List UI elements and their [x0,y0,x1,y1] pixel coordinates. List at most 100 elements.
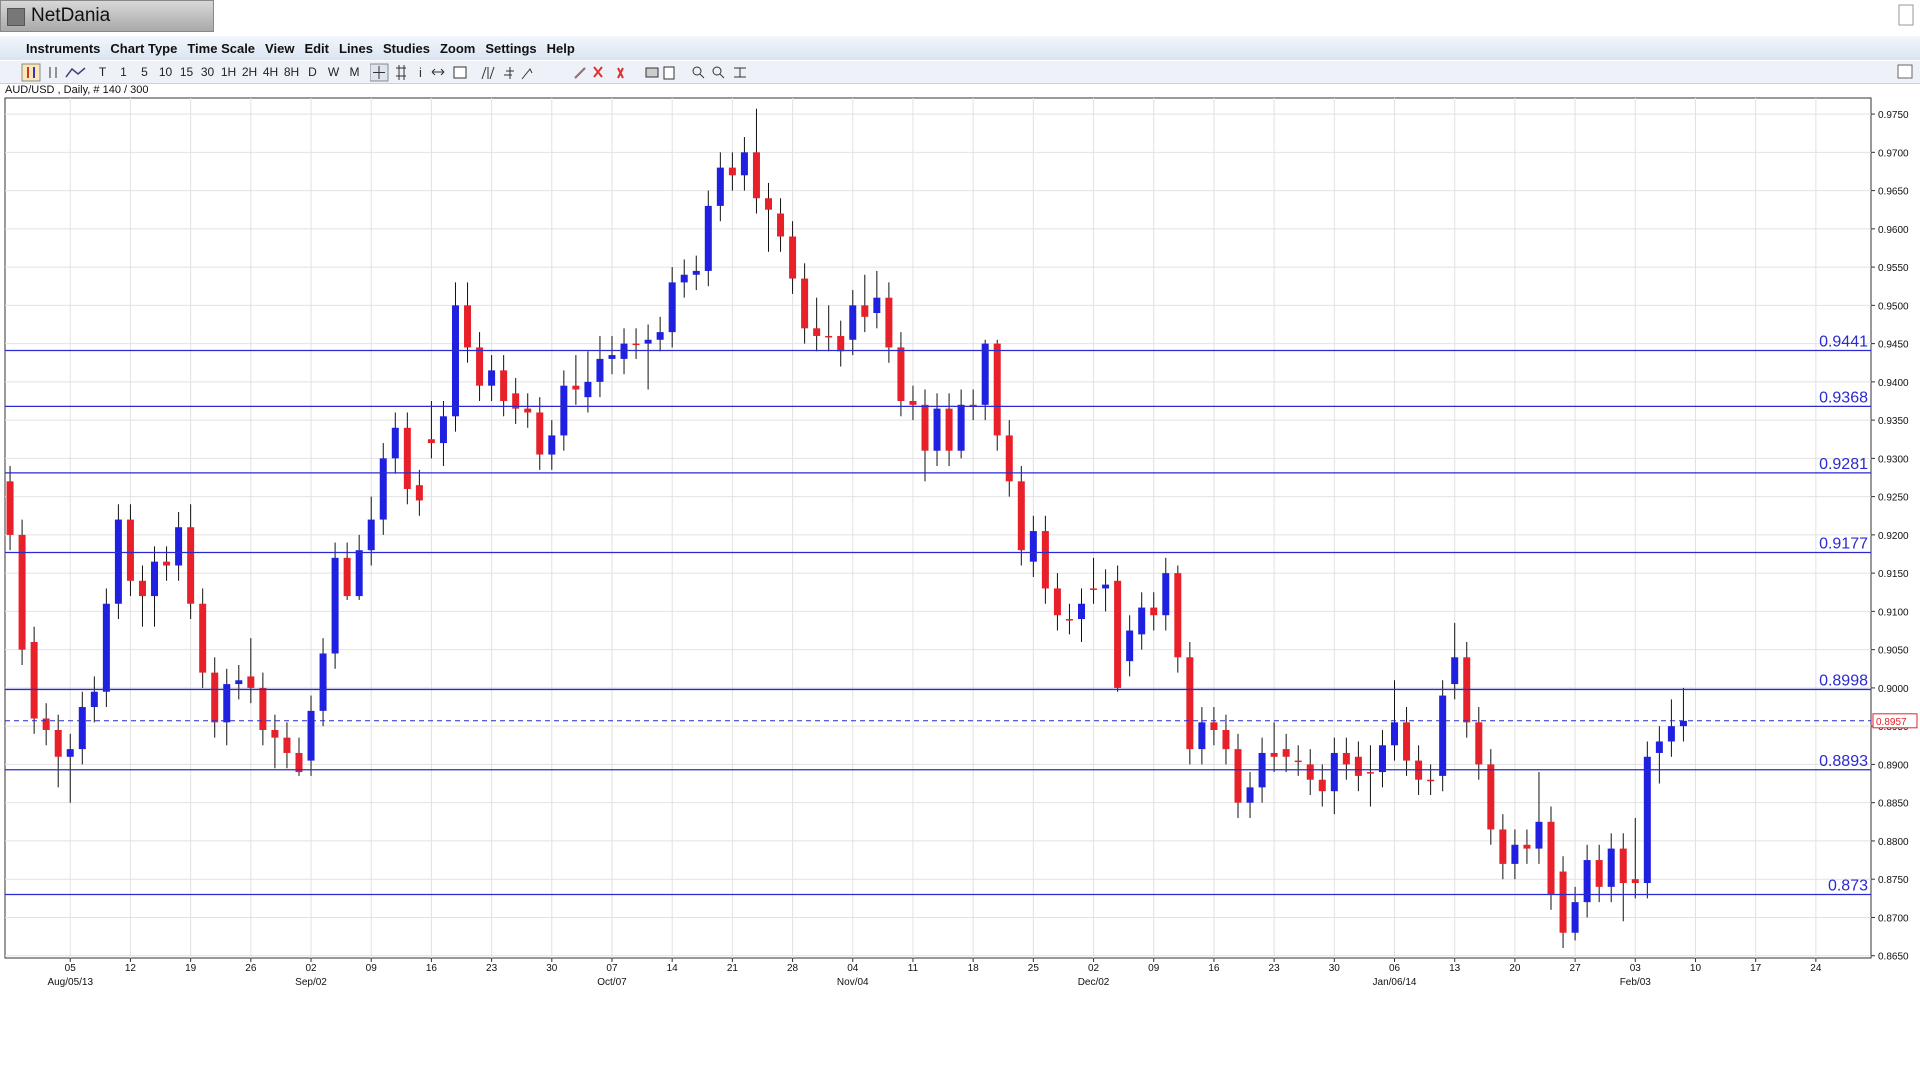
menu-bar: Instruments Chart Type Time Scale View Edit L… [0,36,1920,60]
candle-body [199,603,207,673]
candle-body [909,400,917,405]
interval-button[interactable]: 10 [158,65,173,79]
chart-subtitle: AUD/USD , Daily, # 140 / 300 [5,84,148,96]
interval-button[interactable]: W [327,65,340,79]
candle-body [752,152,760,199]
x-month-label: Dec/02 [1078,977,1110,988]
candle-body [427,439,435,444]
candle-body [1583,860,1591,903]
candle-body [596,358,604,382]
candle-body [740,152,748,176]
menu-item[interactable]: Zoom [439,40,476,56]
candle-body [367,519,375,551]
candle-body [1017,481,1025,551]
interval-button[interactable]: 5 [141,65,148,79]
candle-body [451,305,459,417]
candle-body [1547,821,1555,895]
menu-item[interactable]: Instruments [26,40,101,56]
x-tick-label: 24 [1810,963,1822,974]
candle-body [6,481,14,535]
y-tick-label: 0.9500 [1878,301,1909,312]
menu-item[interactable]: Chart Type [110,40,178,56]
toolbar-tools[interactable]: i [370,63,750,82]
y-tick-label: 0.9200 [1878,531,1909,542]
y-tick-label: 0.9400 [1878,378,1909,389]
menu-item[interactable]: Time Scale [187,40,256,56]
menu-item[interactable]: Help [546,40,575,56]
candle-body [1270,752,1278,757]
candle-body [560,385,568,436]
interval-button[interactable]: T [98,65,107,79]
candle-body [1162,573,1170,616]
candle-body [728,167,736,176]
candle-body [716,167,724,206]
candle-body [1535,821,1543,849]
candle-body [1619,848,1627,884]
candle-body [1102,584,1110,589]
toolbar-config[interactable] [1896,63,1916,82]
x-tick-label: 02 [1088,963,1100,974]
level-label: 0.8893 [1819,753,1868,770]
candle-body [1643,756,1651,884]
candle-body [1186,657,1194,750]
candle-body [307,710,315,761]
candle-body [656,332,664,340]
menu-item[interactable]: Settings [485,40,537,56]
interval-button[interactable]: 30 [200,65,215,79]
menu-item[interactable]: Lines [339,40,373,56]
interval-buttons: T 1 5 10 15 30 1H 2H 4H 8H D W M [92,65,365,79]
y-tick-label: 0.9600 [1878,225,1909,236]
candle-body [680,274,688,283]
candle-body [1378,745,1386,773]
candle-body [403,427,411,489]
candle-body [247,676,255,688]
interval-button[interactable]: 1H [220,65,237,79]
menu-item[interactable]: Studies [382,40,430,56]
interval-button[interactable]: 8H [283,65,300,79]
candle-body [114,519,122,604]
x-tick-label: 28 [787,963,799,974]
x-tick-label: 26 [245,963,257,974]
level-label: 0.9441 [1819,333,1868,350]
candle-body [1078,603,1086,620]
y-tick-label: 0.9250 [1878,493,1909,504]
interval-button[interactable]: 1 [120,65,127,79]
x-tick-label: 17 [1750,963,1762,974]
candle-body [813,328,821,336]
level-label: 0.873 [1828,877,1868,894]
candle-body [945,408,953,451]
interval-button[interactable]: M [349,65,360,79]
candle-body [512,393,520,409]
x-tick-label: 05 [65,963,77,974]
interval-button[interactable]: 15 [179,65,194,79]
x-tick-label: 09 [366,963,378,974]
level-label: 0.8998 [1819,672,1868,689]
candle-body [1318,779,1326,792]
candle-body [259,687,267,730]
candle-body [1065,619,1073,621]
candle-body [464,305,472,348]
candle-body [319,653,327,711]
interval-button[interactable]: D [308,65,317,79]
window-title: NetDania FinanceChart [0,0,214,56]
candle-body [644,339,652,344]
menu-item[interactable]: Edit [304,40,329,56]
candle-body [1427,779,1435,782]
candle-body [1246,787,1254,803]
candle-body [933,408,941,451]
toolbar-icons[interactable] [20,63,90,82]
candle-body [1595,860,1603,887]
candle-body [1487,764,1495,830]
window-control[interactable] [1898,4,1916,26]
candle-body [885,297,893,348]
y-tick-label: 0.8650 [1878,952,1909,963]
interval-button[interactable]: 2H [241,65,258,79]
interval-button[interactable]: 4H [262,65,279,79]
candle-body [608,355,616,359]
y-tick-label: 0.9300 [1878,454,1909,465]
candle-body [1053,588,1061,616]
menu-item[interactable]: View [265,40,295,56]
candle-body [223,684,231,723]
candle-body [151,561,159,597]
